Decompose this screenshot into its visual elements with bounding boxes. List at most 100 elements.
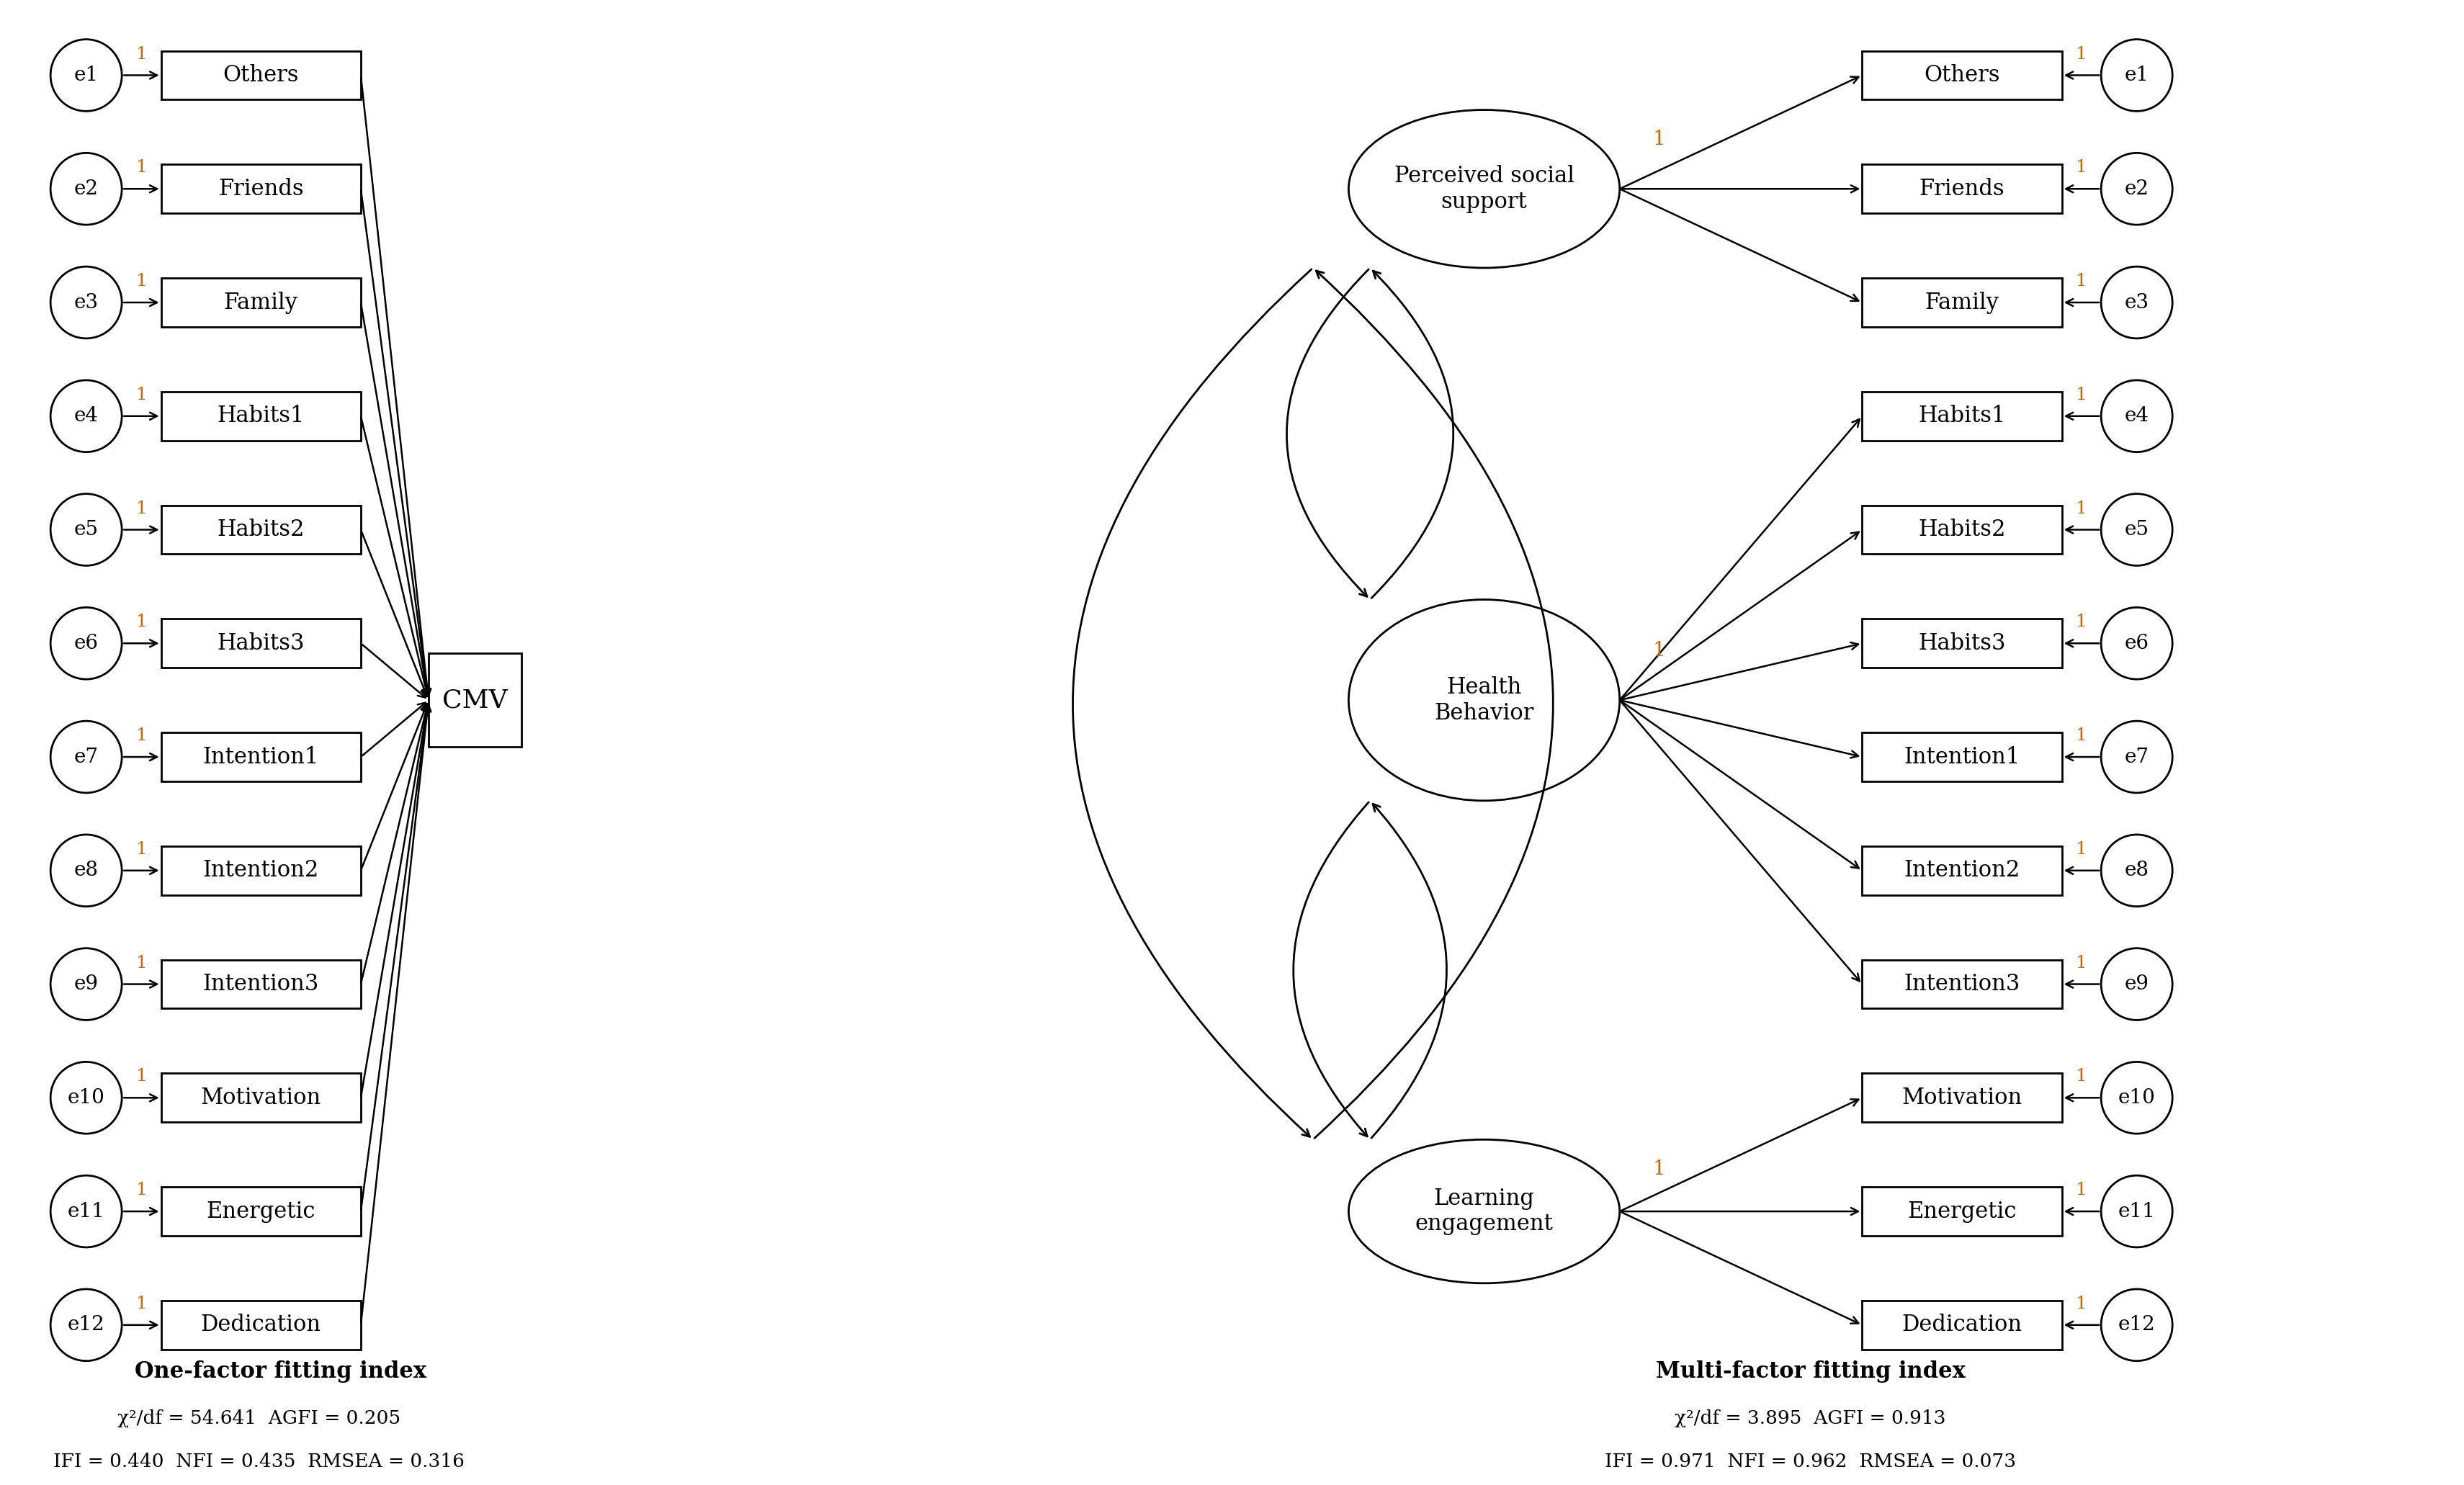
Circle shape bbox=[52, 267, 121, 339]
Ellipse shape bbox=[1348, 1139, 1619, 1283]
Text: e12: e12 bbox=[67, 1316, 106, 1335]
Circle shape bbox=[2102, 153, 2173, 224]
Text: 1: 1 bbox=[2075, 46, 2087, 62]
Text: 1: 1 bbox=[2075, 1068, 2087, 1086]
Text: Intention1: Intention1 bbox=[1905, 745, 2020, 768]
FancyBboxPatch shape bbox=[160, 392, 360, 441]
Circle shape bbox=[52, 153, 121, 224]
Circle shape bbox=[2102, 267, 2173, 339]
Text: Learning
engagement: Learning engagement bbox=[1414, 1188, 1552, 1236]
Circle shape bbox=[2102, 1062, 2173, 1133]
Text: 1: 1 bbox=[1653, 642, 1666, 661]
Text: e7: e7 bbox=[74, 747, 99, 766]
FancyBboxPatch shape bbox=[1863, 619, 2062, 668]
Text: Friends: Friends bbox=[1919, 178, 2006, 200]
FancyBboxPatch shape bbox=[160, 165, 360, 214]
Text: e9: e9 bbox=[74, 974, 99, 993]
Ellipse shape bbox=[1348, 110, 1619, 267]
Text: One-factor fitting index: One-factor fitting index bbox=[136, 1360, 426, 1383]
Text: Habits3: Habits3 bbox=[1919, 633, 2006, 655]
Circle shape bbox=[2102, 949, 2173, 1020]
Text: 1: 1 bbox=[2075, 386, 2087, 402]
Text: e10: e10 bbox=[67, 1089, 106, 1108]
Text: 1: 1 bbox=[2075, 841, 2087, 858]
Circle shape bbox=[2102, 1176, 2173, 1247]
Text: 1: 1 bbox=[136, 500, 148, 517]
Text: Others: Others bbox=[222, 64, 298, 86]
Text: IFI = 0.971  NFI = 0.962  RMSEA = 0.073: IFI = 0.971 NFI = 0.962 RMSEA = 0.073 bbox=[1604, 1452, 2016, 1470]
Text: e3: e3 bbox=[2124, 293, 2149, 312]
Text: Intention2: Intention2 bbox=[1905, 860, 2020, 882]
Text: Dedication: Dedication bbox=[1902, 1314, 2023, 1336]
Text: IFI = 0.440  NFI = 0.435  RMSEA = 0.316: IFI = 0.440 NFI = 0.435 RMSEA = 0.316 bbox=[54, 1452, 466, 1470]
FancyBboxPatch shape bbox=[1863, 505, 2062, 554]
Text: 1: 1 bbox=[136, 728, 148, 744]
Text: Perceived social
support: Perceived social support bbox=[1395, 165, 1574, 212]
FancyBboxPatch shape bbox=[160, 846, 360, 895]
Text: e1: e1 bbox=[74, 65, 99, 85]
Text: Habits3: Habits3 bbox=[217, 633, 306, 655]
Text: e11: e11 bbox=[2119, 1201, 2156, 1221]
Circle shape bbox=[52, 495, 121, 566]
Text: 1: 1 bbox=[136, 1295, 148, 1313]
Text: 1: 1 bbox=[136, 386, 148, 402]
FancyBboxPatch shape bbox=[160, 619, 360, 668]
Circle shape bbox=[2102, 1289, 2173, 1360]
Circle shape bbox=[2102, 380, 2173, 451]
Circle shape bbox=[52, 380, 121, 451]
FancyBboxPatch shape bbox=[160, 1074, 360, 1123]
Text: e2: e2 bbox=[74, 180, 99, 199]
Text: e4: e4 bbox=[74, 407, 99, 426]
Text: Family: Family bbox=[1924, 291, 1998, 313]
Text: e6: e6 bbox=[74, 634, 99, 653]
Text: e5: e5 bbox=[2124, 520, 2149, 539]
Circle shape bbox=[52, 722, 121, 793]
Text: e3: e3 bbox=[74, 293, 99, 312]
Text: e10: e10 bbox=[2119, 1089, 2156, 1108]
Circle shape bbox=[52, 835, 121, 906]
Text: χ²/df = 3.895  AGFI = 0.913: χ²/df = 3.895 AGFI = 0.913 bbox=[1676, 1409, 1947, 1427]
Circle shape bbox=[2102, 607, 2173, 679]
Text: Intention3: Intention3 bbox=[202, 973, 318, 995]
Text: e4: e4 bbox=[2124, 407, 2149, 426]
Text: 1: 1 bbox=[2075, 1182, 2087, 1198]
Text: 1: 1 bbox=[136, 1068, 148, 1086]
Circle shape bbox=[2102, 722, 2173, 793]
Text: e1: e1 bbox=[2124, 65, 2149, 85]
Circle shape bbox=[52, 1176, 121, 1247]
Circle shape bbox=[2102, 39, 2173, 111]
Text: e9: e9 bbox=[2124, 974, 2149, 993]
FancyBboxPatch shape bbox=[1863, 50, 2062, 99]
Text: 1: 1 bbox=[136, 159, 148, 175]
FancyBboxPatch shape bbox=[160, 959, 360, 1008]
FancyBboxPatch shape bbox=[160, 505, 360, 554]
FancyBboxPatch shape bbox=[1863, 1301, 2062, 1350]
Text: Intention1: Intention1 bbox=[202, 745, 318, 768]
Text: Multi-factor fitting index: Multi-factor fitting index bbox=[1656, 1360, 1966, 1383]
Text: CMV: CMV bbox=[441, 688, 508, 713]
Text: e12: e12 bbox=[2119, 1316, 2156, 1335]
Text: e11: e11 bbox=[67, 1201, 106, 1221]
Circle shape bbox=[52, 607, 121, 679]
Text: 1: 1 bbox=[2075, 955, 2087, 971]
Text: 1: 1 bbox=[136, 273, 148, 290]
Text: 1: 1 bbox=[2075, 728, 2087, 744]
Text: 1: 1 bbox=[2075, 1295, 2087, 1313]
FancyBboxPatch shape bbox=[1863, 392, 2062, 441]
FancyBboxPatch shape bbox=[160, 278, 360, 327]
FancyBboxPatch shape bbox=[160, 1187, 360, 1236]
FancyBboxPatch shape bbox=[1863, 1187, 2062, 1236]
Text: 1: 1 bbox=[136, 955, 148, 971]
Text: 1: 1 bbox=[2075, 500, 2087, 517]
FancyBboxPatch shape bbox=[160, 50, 360, 99]
Circle shape bbox=[52, 1062, 121, 1133]
Text: 1: 1 bbox=[136, 46, 148, 62]
Text: Energetic: Energetic bbox=[1907, 1200, 2016, 1222]
Text: Habits1: Habits1 bbox=[1919, 405, 2006, 428]
Text: Energetic: Energetic bbox=[207, 1200, 315, 1222]
Circle shape bbox=[2102, 835, 2173, 906]
Circle shape bbox=[52, 1289, 121, 1360]
Text: Family: Family bbox=[224, 291, 298, 313]
FancyBboxPatch shape bbox=[429, 653, 522, 747]
Text: Habits1: Habits1 bbox=[217, 405, 306, 428]
